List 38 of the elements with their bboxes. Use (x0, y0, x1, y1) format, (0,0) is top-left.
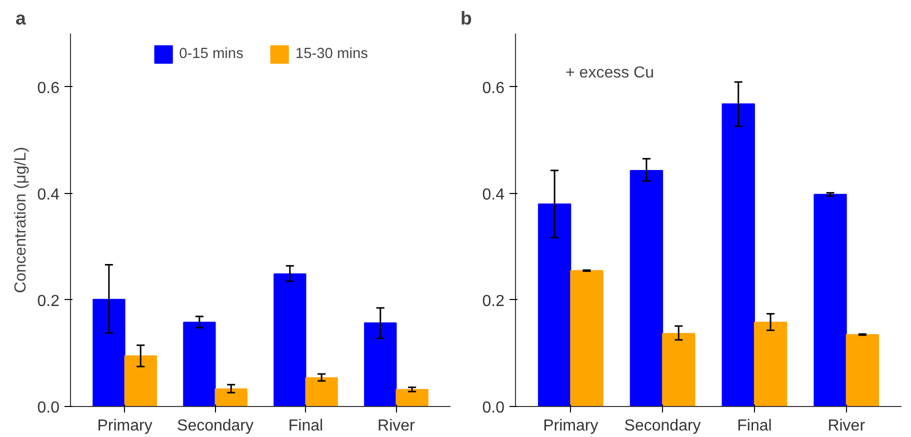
legend-label: 0-15 mins (179, 46, 244, 62)
bar (814, 194, 847, 406)
bar (630, 170, 664, 406)
x-tick-label: River (828, 418, 866, 434)
bar (722, 103, 755, 406)
y-tick-label: 0.4 (37, 186, 60, 204)
bar (570, 270, 604, 406)
bar (662, 333, 696, 406)
y-tick-label: 0.6 (37, 80, 60, 97)
y-tick-label: 0.6 (482, 80, 505, 97)
legend-label: 15-30 mins (295, 46, 368, 62)
chart-title: b (460, 8, 472, 28)
bar (846, 334, 880, 406)
y-tick-label: 0.2 (37, 292, 60, 310)
bar (274, 273, 306, 406)
x-tick-label: Secondary (624, 418, 701, 434)
bar (754, 322, 788, 406)
x-tick-label: Final (737, 418, 772, 434)
y-tick-label: 0.0 (482, 400, 505, 416)
y-tick-label: 0.2 (482, 292, 505, 310)
bar (305, 377, 338, 406)
y-tick-label: 0.4 (482, 186, 505, 204)
bar (538, 204, 572, 406)
chart-title: a (16, 8, 26, 28)
x-tick-label: Final (288, 418, 324, 434)
bar (364, 322, 397, 406)
bar (183, 322, 216, 406)
bar (92, 298, 126, 406)
bar (124, 355, 157, 406)
y-axis-title: Concentration (μg/L) (12, 146, 30, 294)
x-tick-label: Secondary (177, 418, 254, 434)
annotation: + excess Cu (566, 64, 654, 82)
bar (214, 388, 248, 406)
bar (396, 388, 428, 406)
x-tick-label: Primary (543, 418, 598, 434)
x-tick-label: River (378, 418, 416, 434)
y-tick-label: 0.0 (37, 400, 60, 416)
x-tick-label: Primary (97, 418, 152, 434)
